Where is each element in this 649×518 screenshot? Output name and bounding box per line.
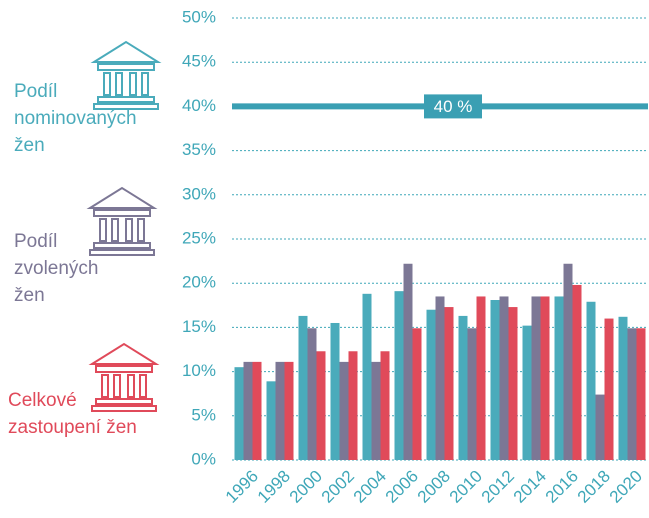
bar <box>243 361 253 460</box>
bar <box>266 381 276 460</box>
bar <box>604 318 614 460</box>
bar <box>380 351 390 460</box>
x-tick-label: 1998 <box>254 467 294 507</box>
bar <box>348 351 358 460</box>
bar <box>307 328 317 460</box>
bar <box>508 307 518 460</box>
y-tick-label: 0% <box>191 449 216 468</box>
y-tick-label: 45% <box>182 52 216 71</box>
x-tick-label: 2006 <box>382 467 422 507</box>
x-tick-label: 2020 <box>606 467 646 507</box>
bar <box>435 296 445 460</box>
y-tick-label: 30% <box>182 184 216 203</box>
bar <box>586 301 596 460</box>
x-tick-label: 2002 <box>318 467 358 507</box>
x-tick-label: 1996 <box>222 467 262 507</box>
bar <box>362 293 372 460</box>
x-tick-label: 2012 <box>478 467 518 507</box>
bar <box>476 296 486 460</box>
y-tick-label: 35% <box>182 140 216 159</box>
x-tick-label: 2008 <box>414 467 454 507</box>
bar <box>458 315 468 460</box>
y-tick-label: 20% <box>182 273 216 292</box>
y-tick-label: 40% <box>182 96 216 115</box>
bar <box>636 328 646 460</box>
y-tick-label: 25% <box>182 228 216 247</box>
x-tick-label: 2014 <box>510 467 550 507</box>
bar <box>371 361 381 460</box>
bar <box>330 322 340 460</box>
bar <box>499 296 509 460</box>
bar <box>234 367 244 460</box>
legend-label: Celkové zastoupení žen <box>8 390 137 438</box>
bar <box>426 309 436 460</box>
x-tick-label: 2004 <box>350 467 390 507</box>
bar <box>572 284 582 460</box>
x-tick-label: 2016 <box>542 467 582 507</box>
bar <box>618 316 628 460</box>
bar <box>531 296 541 460</box>
bar <box>394 291 404 460</box>
x-tick-label: 2010 <box>446 467 486 507</box>
bar <box>554 296 564 460</box>
bar <box>540 296 550 460</box>
y-tick-label: 10% <box>182 361 216 380</box>
y-tick-label: 5% <box>191 405 216 424</box>
bar <box>490 299 500 460</box>
bar <box>467 328 477 460</box>
bar <box>339 361 349 460</box>
bar <box>403 263 413 460</box>
bar <box>444 307 454 460</box>
x-tick-label: 2000 <box>286 467 326 507</box>
y-tick-label: 50% <box>182 7 216 26</box>
bar <box>522 325 532 460</box>
x-tick-label: 2018 <box>574 467 614 507</box>
bar <box>298 315 308 460</box>
bar <box>252 361 262 460</box>
bar <box>275 361 285 460</box>
bar <box>563 263 573 460</box>
bar <box>316 351 326 460</box>
y-tick-label: 15% <box>182 317 216 336</box>
reference-label-box <box>424 94 482 119</box>
legend-label: Podíl zvolených žen <box>14 231 99 306</box>
legend-label: Podíl nominovaných žen <box>14 81 137 156</box>
bar <box>627 328 637 460</box>
bar <box>595 394 605 460</box>
reference-label: 40 % <box>434 97 473 116</box>
bar <box>284 361 294 460</box>
bar <box>412 328 422 460</box>
